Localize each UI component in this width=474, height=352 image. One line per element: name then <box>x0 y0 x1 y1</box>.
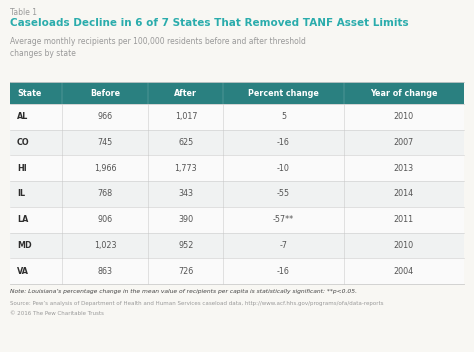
Text: 390: 390 <box>178 215 193 224</box>
Text: Year of change: Year of change <box>370 88 438 98</box>
Bar <box>10 156 464 181</box>
Text: 2007: 2007 <box>394 138 414 147</box>
Text: State: State <box>17 88 41 98</box>
Text: Note: Louisiana’s percentage change in the mean value of recipients per capita i: Note: Louisiana’s percentage change in t… <box>10 289 357 294</box>
Text: 1,773: 1,773 <box>174 164 197 173</box>
Bar <box>10 181 464 207</box>
Text: 1,966: 1,966 <box>94 164 117 173</box>
Text: -10: -10 <box>277 164 290 173</box>
Text: 2011: 2011 <box>394 215 414 224</box>
Text: -7: -7 <box>280 241 288 250</box>
Bar <box>10 233 464 258</box>
Text: After: After <box>174 88 198 98</box>
Bar <box>10 82 464 104</box>
Text: 1,023: 1,023 <box>94 241 117 250</box>
Text: -57**: -57** <box>273 215 294 224</box>
Text: 952: 952 <box>178 241 193 250</box>
Text: 2010: 2010 <box>394 241 414 250</box>
Text: 726: 726 <box>178 267 193 276</box>
Text: Average monthly recipients per 100,000 residents before and after threshold
chan: Average monthly recipients per 100,000 r… <box>10 37 306 58</box>
Text: 2004: 2004 <box>394 267 414 276</box>
Text: 745: 745 <box>98 138 113 147</box>
Text: IL: IL <box>17 189 25 199</box>
Text: 2013: 2013 <box>394 164 414 173</box>
Text: 966: 966 <box>98 112 113 121</box>
Text: 343: 343 <box>178 189 193 199</box>
Text: Source: Pew’s analysis of Department of Health and Human Services caseload data,: Source: Pew’s analysis of Department of … <box>10 301 383 306</box>
Text: © 2016 The Pew Charitable Trusts: © 2016 The Pew Charitable Trusts <box>10 311 104 316</box>
Text: MD: MD <box>17 241 32 250</box>
Text: 768: 768 <box>98 189 113 199</box>
Text: HI: HI <box>17 164 27 173</box>
Text: AL: AL <box>17 112 28 121</box>
Text: Caseloads Decline in 6 of 7 States That Removed TANF Asset Limits: Caseloads Decline in 6 of 7 States That … <box>10 18 409 28</box>
Text: 5: 5 <box>281 112 286 121</box>
Text: Table 1: Table 1 <box>10 8 37 17</box>
Text: -16: -16 <box>277 138 290 147</box>
Text: 2014: 2014 <box>394 189 414 199</box>
Bar <box>10 258 464 284</box>
Text: 2010: 2010 <box>394 112 414 121</box>
Text: Before: Before <box>90 88 120 98</box>
Text: VA: VA <box>17 267 29 276</box>
Text: 906: 906 <box>98 215 113 224</box>
Text: LA: LA <box>17 215 28 224</box>
Bar <box>10 104 464 130</box>
Text: -55: -55 <box>277 189 290 199</box>
Bar <box>10 207 464 233</box>
Text: 863: 863 <box>98 267 113 276</box>
Bar <box>10 130 464 156</box>
Text: 1,017: 1,017 <box>175 112 197 121</box>
Text: CO: CO <box>17 138 29 147</box>
Text: 625: 625 <box>178 138 193 147</box>
Text: -16: -16 <box>277 267 290 276</box>
Text: Percent change: Percent change <box>248 88 319 98</box>
